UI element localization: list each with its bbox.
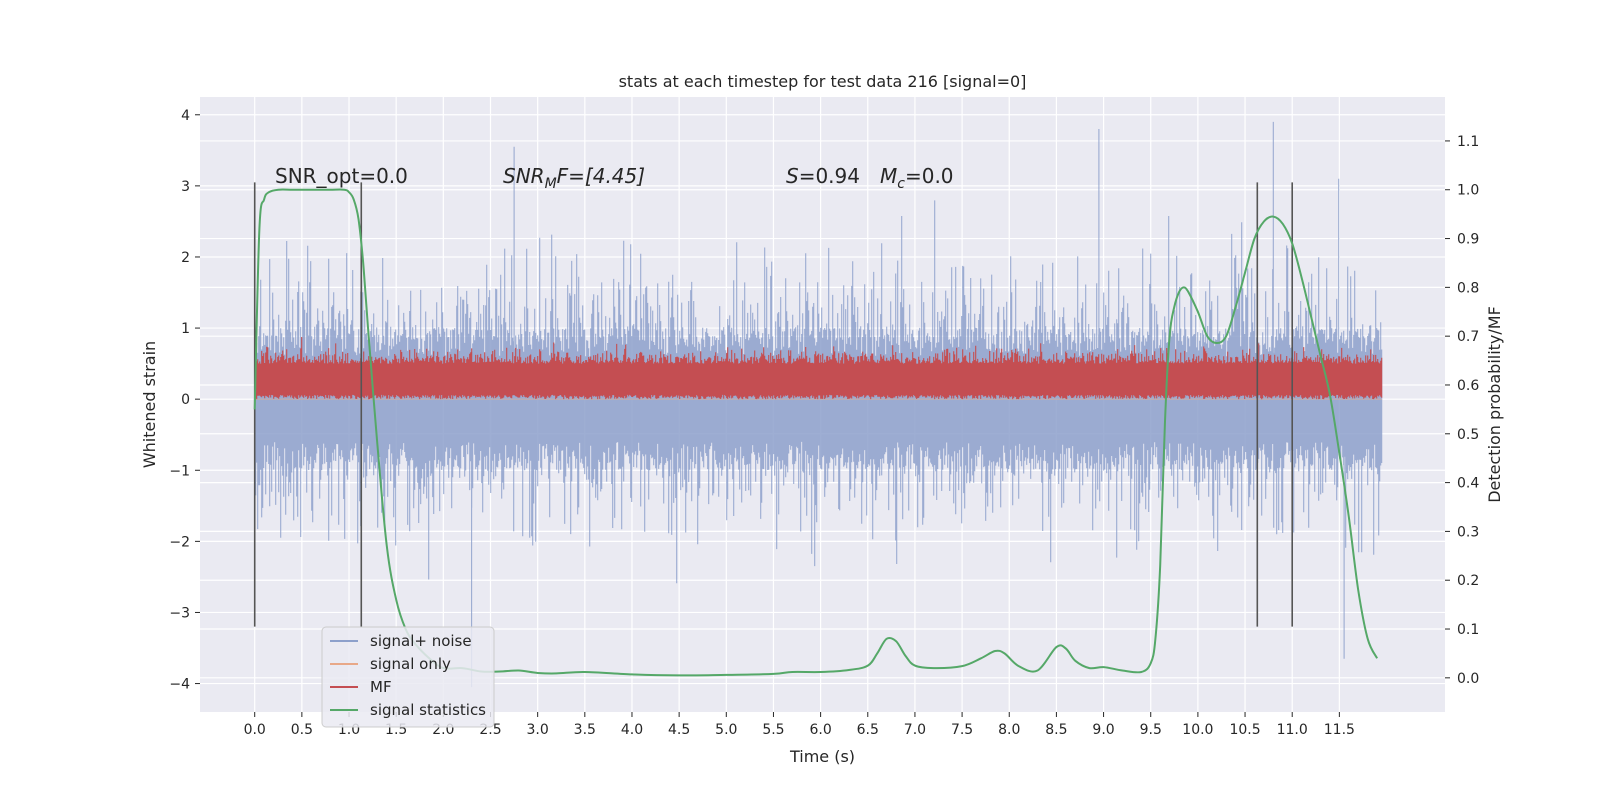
x-tick-label: 3.0 xyxy=(527,722,549,738)
x-tick-label: 4.5 xyxy=(668,722,690,738)
snr-mf-label: SNR xyxy=(503,164,545,188)
y-tick-label: 1 xyxy=(181,321,190,337)
s-value: =0.94 xyxy=(799,164,860,188)
x-tick-label: 8.5 xyxy=(1045,722,1067,738)
x-tick-label: 3.5 xyxy=(574,722,596,738)
x-tick-label: 4.0 xyxy=(621,722,643,738)
x-tick-label: 10.5 xyxy=(1229,722,1260,738)
ticks: 0.0 0.5 1.0 1.5 2.0 2.5 3.0 3.5 4.0 4.5 5.0 5.5 6.0 6… xyxy=(169,108,1479,738)
y2-tick-label: 1.0 xyxy=(1457,183,1479,199)
snr-mf-value: F=[4.45] xyxy=(557,164,645,188)
y-tick-label: −4 xyxy=(169,677,190,693)
legend-label: signal statistics xyxy=(370,701,486,719)
y2-tick-label: 0.6 xyxy=(1457,378,1479,394)
snr-mf-subscript: M xyxy=(545,176,557,192)
y2-tick-label: 0.1 xyxy=(1457,622,1479,638)
x-tick-label: 9.0 xyxy=(1092,722,1114,738)
x-tick-label: 6.5 xyxy=(857,722,879,738)
x-tick-label: 0.0 xyxy=(244,722,266,738)
chart-title: stats at each timestep for test data 216… xyxy=(619,72,1027,91)
y2-tick-label: 0.5 xyxy=(1457,427,1479,443)
snr-mf-annotation: SNRMF=[4.45] xyxy=(503,164,645,192)
x-tick-label: 11.5 xyxy=(1324,722,1355,738)
x-tick-label: 10.0 xyxy=(1182,722,1213,738)
y-tick-label: −1 xyxy=(169,463,190,479)
x-tick-label: 9.5 xyxy=(1140,722,1162,738)
plot-content xyxy=(253,121,1383,688)
y2-tick-label: 0.8 xyxy=(1457,280,1479,296)
x-tick-label: 11.0 xyxy=(1277,722,1308,738)
mc-annotation: Mc=0.0 xyxy=(880,164,954,192)
s-annotation: S=0.94 xyxy=(786,164,860,188)
legend-label: signal+ noise xyxy=(370,632,472,650)
y2-tick-label: 0.2 xyxy=(1457,573,1479,589)
x-tick-label: 0.5 xyxy=(291,722,313,738)
y-tick-label: 0 xyxy=(181,392,190,408)
mc-label: M xyxy=(880,164,897,188)
y2-tick-label: 0.7 xyxy=(1457,329,1479,345)
legend: signal+ noise signal only MF signal statist… xyxy=(321,626,495,728)
s-label: S xyxy=(786,164,799,188)
x-tick-label: 6.0 xyxy=(809,722,831,738)
x-tick-label: 7.5 xyxy=(951,722,973,738)
y-axis-label: Whitened strain xyxy=(140,341,159,468)
x-tick-label: 8.0 xyxy=(998,722,1020,738)
x-axis-label: Time (s) xyxy=(789,747,855,766)
x-tick-label: 5.0 xyxy=(715,722,737,738)
mc-subscript: c xyxy=(897,176,905,192)
y2-tick-label: 0.4 xyxy=(1457,476,1479,492)
y-tick-label: −3 xyxy=(169,605,190,621)
mc-value: =0.0 xyxy=(905,164,954,188)
y2-tick-label: 0.0 xyxy=(1457,671,1479,687)
y-tick-label: 3 xyxy=(181,179,190,195)
y2-tick-label: 0.9 xyxy=(1457,232,1479,248)
snr-opt-annotation: SNR_opt=0.0 xyxy=(275,164,408,188)
y2-axis-label: Detection probability/MF xyxy=(1485,306,1504,503)
y-tick-label: 4 xyxy=(181,108,190,124)
legend-label: MF xyxy=(370,678,392,696)
legend-box xyxy=(321,626,495,728)
annotations: SNR_opt=0.0 SNRMF=[4.45] S=0.94 Mc=0.0 xyxy=(275,164,954,192)
legend-label: signal only xyxy=(370,655,451,673)
x-tick-label: 5.5 xyxy=(762,722,784,738)
series-signal-statistics xyxy=(253,188,1378,677)
x-tick-label: 7.0 xyxy=(904,722,926,738)
y2-tick-label: 1.1 xyxy=(1457,134,1479,150)
y-tick-label: 2 xyxy=(181,250,190,266)
y2-tick-label: 0.3 xyxy=(1457,524,1479,540)
y-tick-label: −2 xyxy=(169,534,190,550)
